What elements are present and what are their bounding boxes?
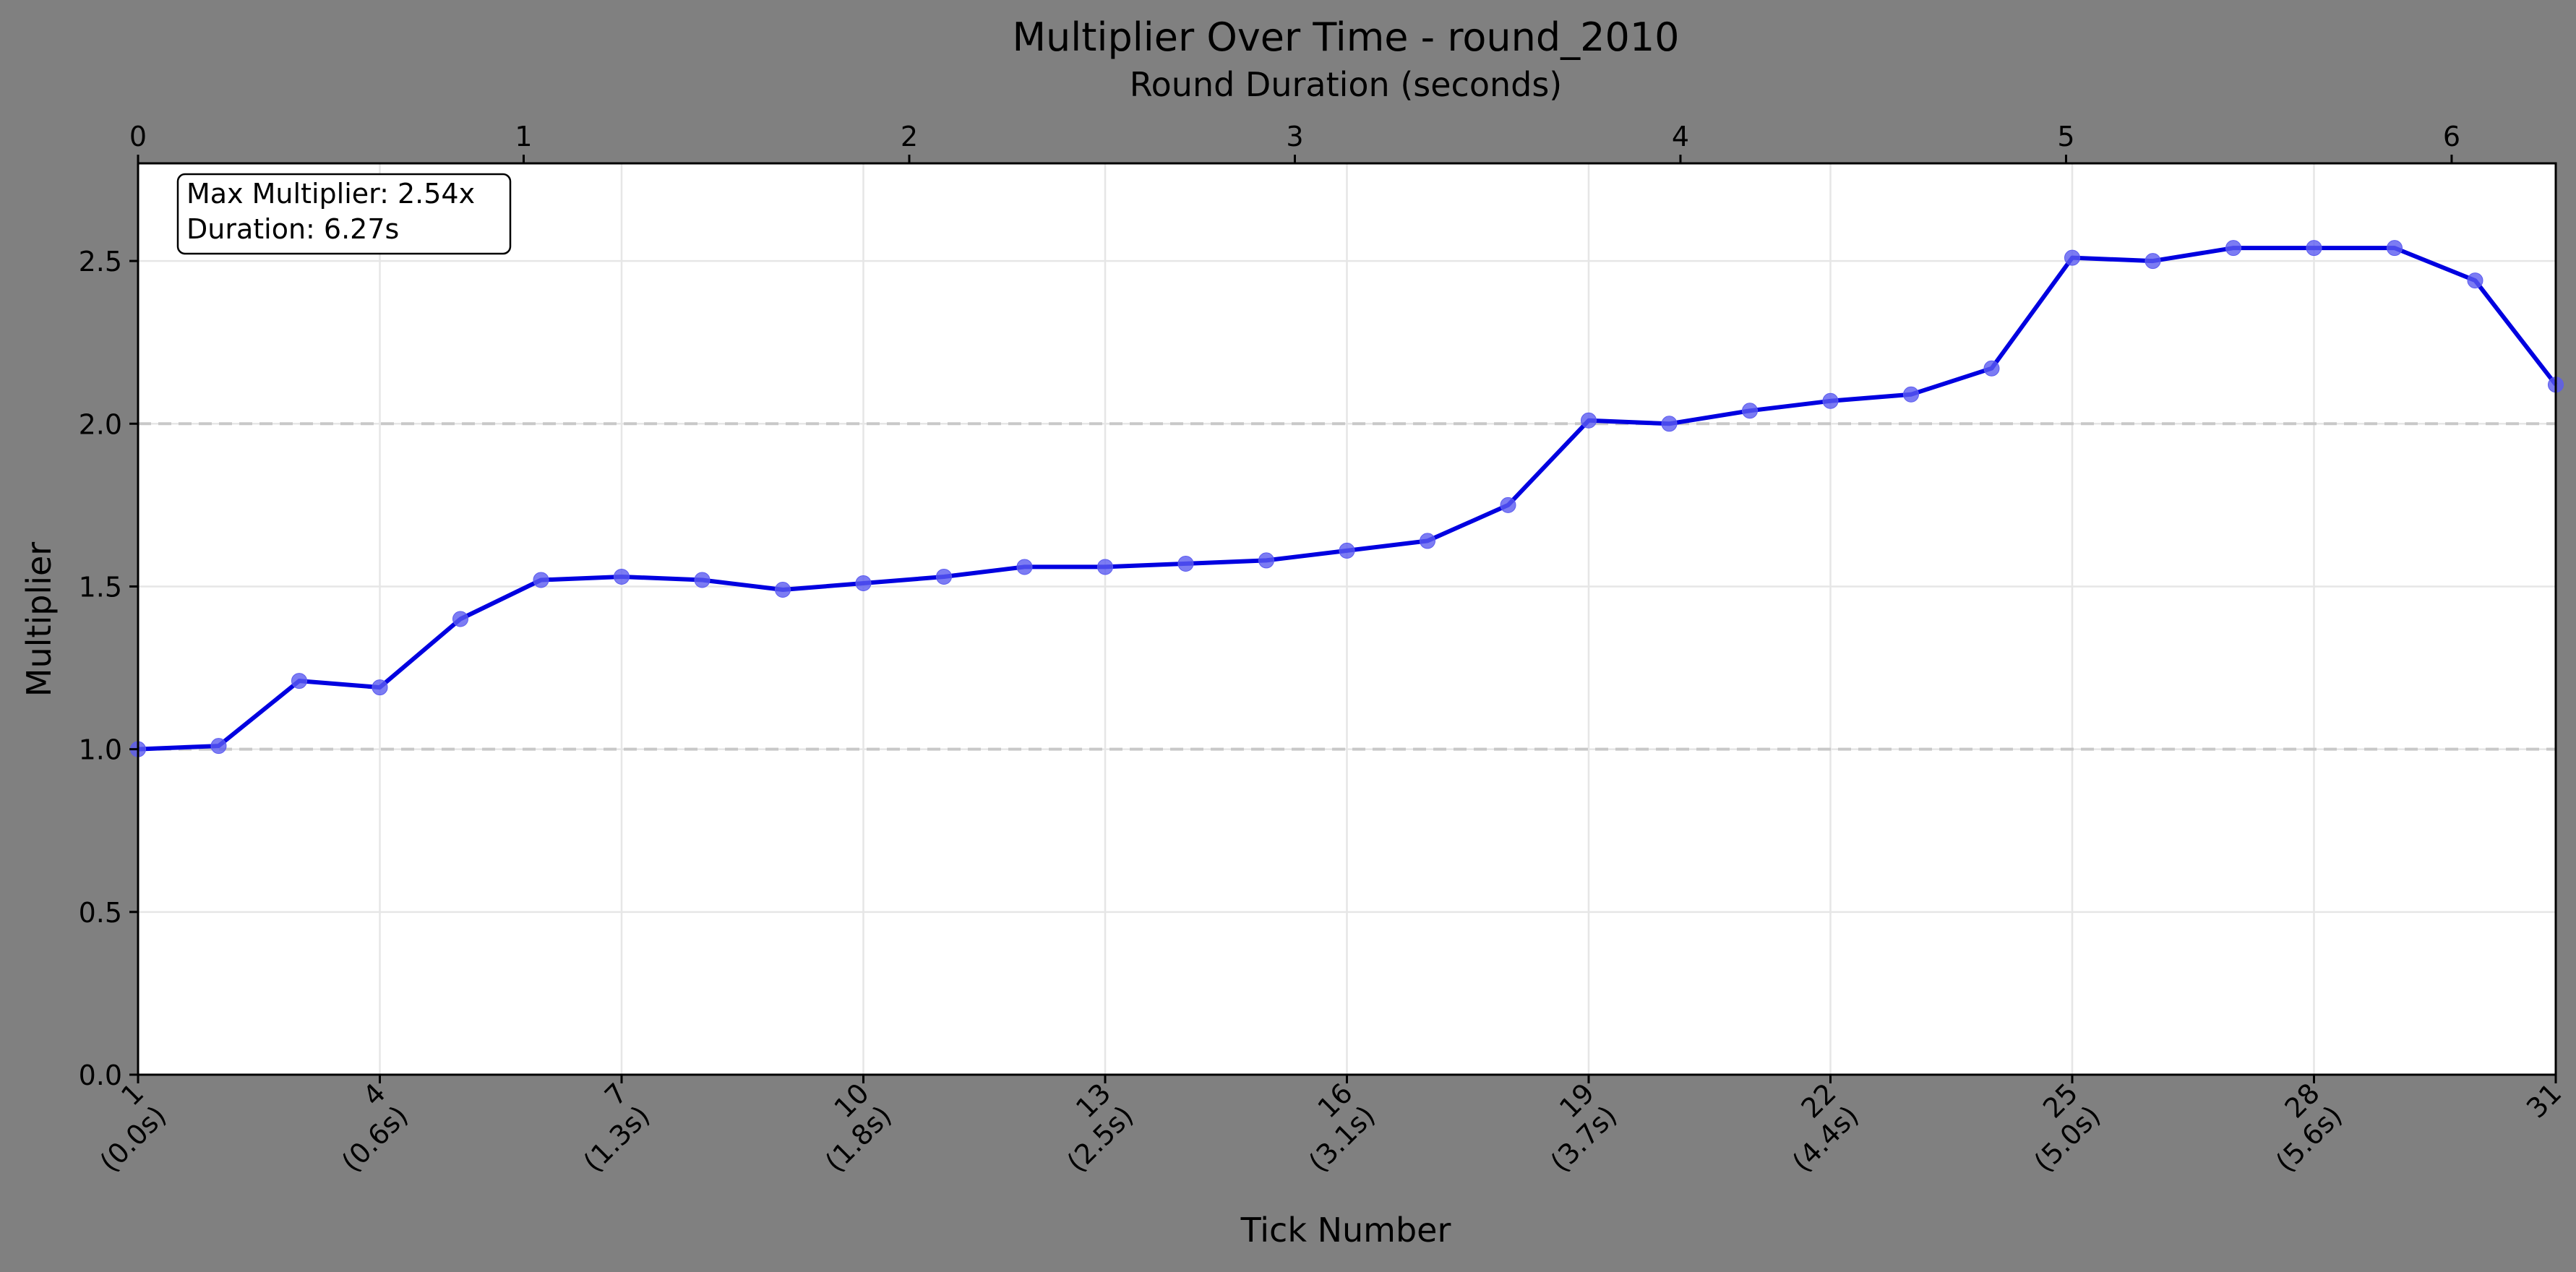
data-point	[210, 738, 227, 755]
data-point	[775, 581, 791, 598]
data-point	[372, 679, 388, 696]
data-point	[2144, 253, 2161, 270]
series-multiplier	[130, 240, 2564, 757]
data-point	[694, 572, 710, 588]
data-point	[1420, 533, 1435, 549]
top-x-tick-label: 1	[515, 121, 532, 152]
data-point	[2467, 272, 2483, 289]
data-point	[1742, 403, 1758, 419]
y-tick-label: 2.5	[79, 246, 122, 278]
annotation-max-multiplier: Max Multiplier: 2.54x	[186, 178, 475, 210]
y-tick-label: 1.5	[79, 571, 122, 603]
data-point	[1016, 559, 1033, 575]
data-point	[2064, 249, 2080, 266]
top-x-tick-label: 6	[2443, 121, 2460, 152]
data-point	[2225, 240, 2241, 257]
data-point	[936, 568, 952, 585]
annotation-frame	[176, 173, 512, 255]
data-point	[614, 568, 630, 585]
data-point	[1661, 416, 1678, 432]
data-point	[855, 575, 872, 591]
data-point	[1258, 552, 1274, 569]
top-x-tick-label: 2	[901, 121, 918, 152]
y-tick-label: 1.0	[79, 734, 122, 766]
data-point	[1903, 386, 1919, 403]
annotation-box: Max Multiplier: 2.54x Duration: 6.27s	[176, 173, 512, 255]
data-point	[2387, 240, 2403, 257]
top-x-tick-label: 4	[1672, 121, 1689, 152]
y-axis: 0.0 0.5 1.0 1.5 2.0 2.5	[79, 246, 138, 1091]
data-point	[452, 611, 468, 627]
data-point	[291, 673, 307, 689]
data-point	[1822, 392, 1839, 409]
data-point	[1339, 542, 1355, 559]
data-point	[533, 572, 549, 588]
reference-lines	[138, 422, 2556, 751]
data-point	[1500, 497, 1516, 513]
data-point	[1097, 559, 1113, 575]
top-x-tick-label: 3	[1286, 121, 1303, 152]
data-point	[1983, 360, 2000, 377]
y-tick-label: 0.0	[79, 1060, 122, 1091]
top-x-axis-label: Round Duration (seconds)	[1130, 65, 1563, 104]
data-point	[2306, 240, 2322, 257]
top-x-tick-label: 0	[129, 121, 147, 152]
x-axis-top: 0 1 2 3 4 5 6	[129, 121, 2460, 163]
y-axis-label: Multiplier	[20, 542, 59, 697]
data-point	[1581, 412, 1597, 429]
y-tick-label: 2.0	[79, 408, 122, 440]
top-x-tick-label: 5	[2057, 121, 2074, 152]
x-axis-label: Tick Number	[1240, 1211, 1451, 1250]
y-tick-label: 0.5	[79, 897, 122, 929]
data-point	[1177, 555, 1194, 572]
chart-title: Multiplier Over Time - round_2010	[1012, 14, 1679, 60]
annotation-duration: Duration: 6.27s	[186, 213, 399, 245]
